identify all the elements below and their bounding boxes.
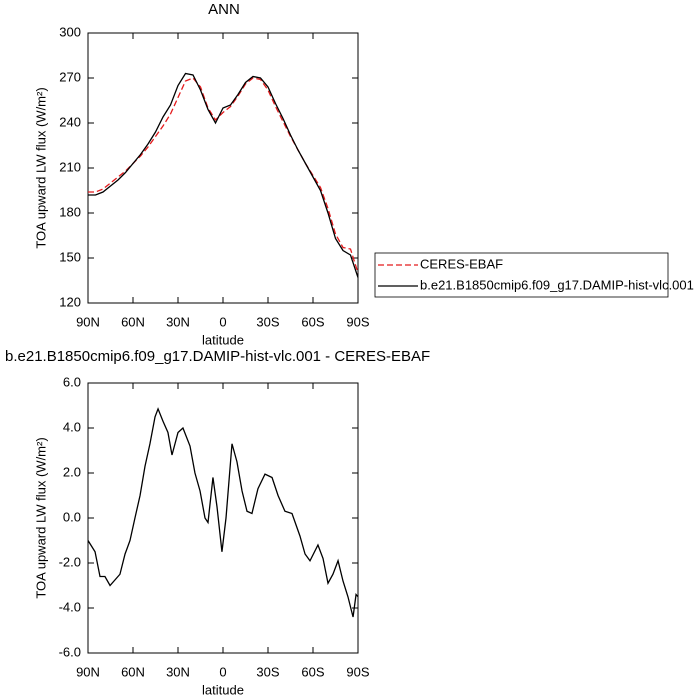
- x-tick-label: 30S: [256, 664, 279, 679]
- y-tick-label: 4.0: [63, 419, 81, 434]
- x-tick-label: 60S: [301, 314, 324, 329]
- x-axis-label: latitude: [202, 332, 244, 347]
- data-line: [88, 77, 359, 274]
- y-tick-label: 180: [59, 204, 81, 219]
- y-tick-label: 240: [59, 114, 81, 129]
- x-tick-label: 90N: [76, 664, 100, 679]
- y-tick-label: 150: [59, 249, 81, 264]
- y-tick-label: -4.0: [59, 599, 81, 614]
- legend-label: CERES-EBAF: [420, 256, 503, 271]
- y-tick-label: 0.0: [63, 509, 81, 524]
- legend: CERES-EBAF b.e21.B1850cmip6.f09_g17.DAMIP…: [374, 252, 694, 298]
- x-tick-label: 90S: [346, 664, 369, 679]
- chart-title: b.e21.B1850cmip6.f09_g17.DAMIP-hist-vlc.…: [5, 348, 430, 365]
- x-tick-label: 30N: [166, 314, 190, 329]
- y-axis-label: TOA upward LW flux (W/m²): [33, 87, 48, 248]
- y-tick-label: 120: [59, 294, 81, 309]
- legend-label: b.e21.B1850cmip6.f09_g17.DAMIP-hist-vlc.…: [420, 277, 694, 292]
- y-tick-label: -6.0: [59, 644, 81, 659]
- x-tick-label: 90S: [346, 314, 369, 329]
- legend-box: [374, 252, 669, 298]
- data-line: [88, 72, 359, 278]
- y-axis-label: TOA upward LW flux (W/m²): [33, 437, 48, 598]
- data-line: [87, 407, 359, 618]
- x-tick-label: 90N: [76, 314, 100, 329]
- x-tick-label: 60N: [121, 664, 145, 679]
- y-tick-label: 2.0: [63, 464, 81, 479]
- y-tick-label: 270: [59, 69, 81, 84]
- x-axis-label: latitude: [202, 682, 244, 697]
- x-tick-label: 60S: [301, 664, 324, 679]
- x-tick-label: 30N: [166, 664, 190, 679]
- x-tick-label: 0: [219, 314, 226, 329]
- x-tick-label: 30S: [256, 314, 279, 329]
- x-tick-label: 0: [219, 664, 226, 679]
- chart-title: ANN: [208, 1, 240, 18]
- y-tick-label: 300: [59, 24, 81, 39]
- x-tick-label: 60N: [121, 314, 145, 329]
- y-tick-label: 210: [59, 159, 81, 174]
- plot-frame: [87, 382, 359, 654]
- y-tick-label: -2.0: [59, 554, 81, 569]
- y-tick-label: 6.0: [63, 374, 81, 389]
